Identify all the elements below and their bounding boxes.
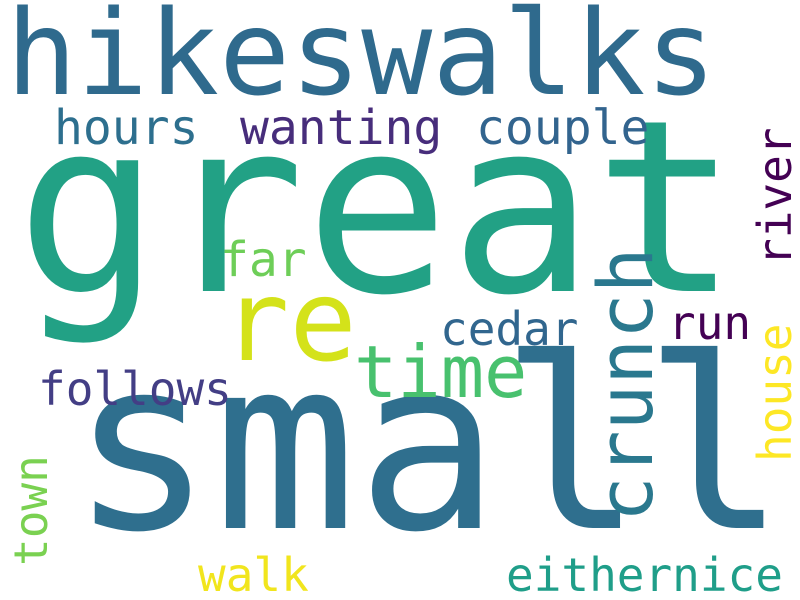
word-time: time <box>354 330 528 414</box>
word-river: river <box>748 127 800 266</box>
word-wanting: wanting <box>240 100 443 156</box>
word-hours: hours <box>54 100 199 156</box>
word-couple: couple <box>476 100 650 156</box>
word-follows: follows <box>38 362 232 416</box>
word-re: re <box>222 257 357 387</box>
word-house: house <box>748 323 800 462</box>
word-town: town <box>4 455 58 566</box>
word-cedar: cedar <box>440 302 579 356</box>
word-hikeswalks: hikeswalks <box>6 0 717 122</box>
word-small: small <box>70 308 787 585</box>
word-run: run <box>668 296 752 350</box>
word-walk: walk <box>198 548 309 600</box>
word-crunch: crunch <box>581 247 670 522</box>
word-far: far <box>220 232 307 288</box>
word-great: great <box>16 68 739 348</box>
word-eithernice: eithernice <box>506 548 783 600</box>
